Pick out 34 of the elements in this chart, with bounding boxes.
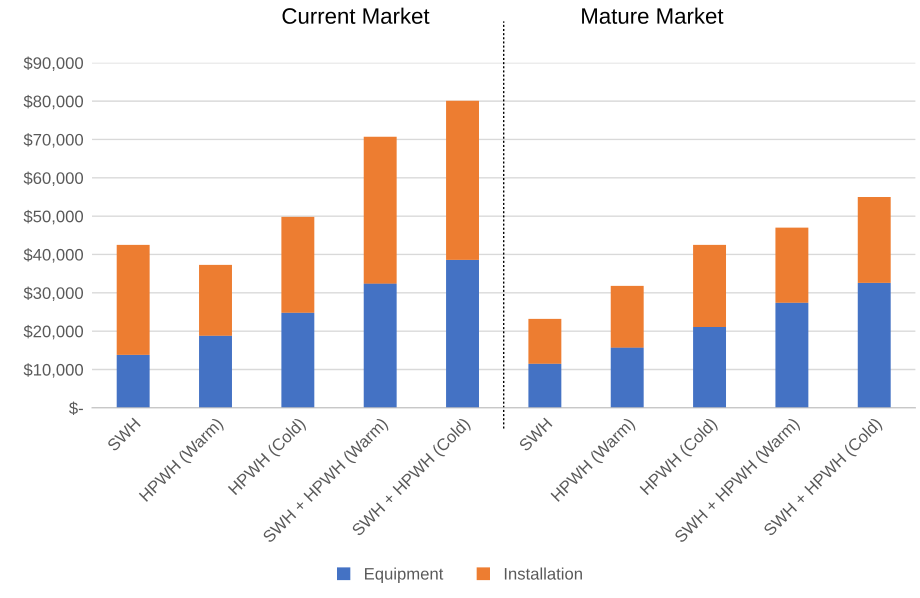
y-tick-label: $10,000: [24, 363, 84, 378]
bar: [775, 228, 808, 303]
bar: [858, 196, 891, 283]
bar: [858, 282, 891, 408]
bar: [199, 336, 232, 408]
y-tick-label: $80,000: [24, 94, 84, 110]
y-tick-label: $50,000: [24, 210, 84, 224]
bar: [610, 286, 644, 348]
bar: [610, 348, 644, 408]
legend-label: Equipment: [365, 567, 444, 583]
bar: [281, 312, 314, 408]
bar: [116, 244, 150, 355]
bar: [693, 326, 726, 408]
y-tick-label: $-: [69, 402, 83, 416]
y-tick-label: $60,000: [24, 172, 84, 186]
y-tick-label: $70,000: [24, 133, 84, 148]
text: Mature Market: [582, 8, 724, 24]
text: Current Market: [282, 8, 430, 24]
bar: [446, 100, 479, 260]
legend-label: Installation: [504, 567, 582, 580]
bar: [693, 244, 726, 327]
bar: [116, 354, 150, 408]
y-tick-label: $20,000: [24, 324, 84, 340]
y-tick-label: $90,000: [24, 56, 84, 71]
y-tick-label: $30,000: [24, 286, 84, 301]
bar: [528, 364, 562, 408]
bar: [528, 318, 562, 364]
y-tick-label: $40,000: [24, 248, 84, 263]
bar: [775, 302, 808, 408]
bar: [446, 260, 479, 408]
bar: [199, 264, 232, 336]
bar: [364, 136, 397, 284]
bar: [281, 216, 314, 313]
bar: [364, 284, 397, 408]
